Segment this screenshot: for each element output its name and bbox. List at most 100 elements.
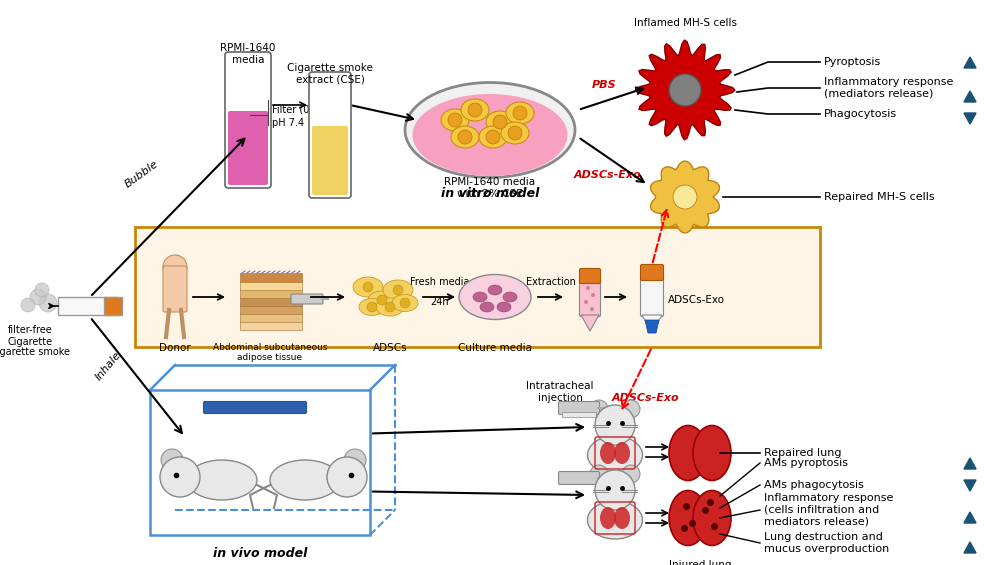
Circle shape bbox=[673, 185, 697, 209]
Polygon shape bbox=[964, 542, 976, 553]
Ellipse shape bbox=[392, 294, 418, 311]
Text: in vivo model: in vivo model bbox=[213, 547, 307, 560]
FancyBboxPatch shape bbox=[240, 273, 302, 282]
Circle shape bbox=[39, 294, 57, 312]
Text: Repaired MH-S cells: Repaired MH-S cells bbox=[824, 192, 935, 202]
Circle shape bbox=[591, 293, 595, 297]
Ellipse shape bbox=[441, 109, 469, 131]
Polygon shape bbox=[964, 480, 976, 491]
FancyBboxPatch shape bbox=[291, 294, 323, 304]
Circle shape bbox=[486, 130, 500, 144]
Circle shape bbox=[35, 283, 49, 297]
Text: PBS: PBS bbox=[612, 463, 636, 473]
Circle shape bbox=[448, 113, 462, 127]
Circle shape bbox=[161, 449, 183, 471]
Ellipse shape bbox=[383, 280, 413, 300]
Text: Fresh media: Fresh media bbox=[411, 277, 470, 287]
Circle shape bbox=[468, 103, 482, 117]
Text: Extraction: Extraction bbox=[526, 277, 576, 287]
FancyBboxPatch shape bbox=[163, 266, 187, 312]
FancyBboxPatch shape bbox=[150, 390, 370, 535]
Text: in vitro model: in vitro model bbox=[441, 187, 539, 200]
Circle shape bbox=[377, 295, 387, 305]
Text: Injured lung: Injured lung bbox=[668, 560, 731, 565]
Circle shape bbox=[590, 400, 608, 418]
Ellipse shape bbox=[614, 507, 630, 529]
Circle shape bbox=[393, 285, 403, 295]
Ellipse shape bbox=[497, 302, 511, 312]
Circle shape bbox=[160, 457, 200, 497]
Polygon shape bbox=[964, 458, 976, 469]
Text: 24h: 24h bbox=[431, 297, 450, 307]
Ellipse shape bbox=[587, 501, 642, 539]
Ellipse shape bbox=[353, 277, 383, 297]
FancyBboxPatch shape bbox=[104, 297, 122, 315]
Ellipse shape bbox=[461, 99, 489, 121]
Text: Inhale: Inhale bbox=[93, 349, 123, 382]
FancyBboxPatch shape bbox=[58, 297, 118, 315]
Ellipse shape bbox=[270, 460, 340, 500]
FancyBboxPatch shape bbox=[240, 305, 302, 314]
FancyBboxPatch shape bbox=[312, 126, 348, 195]
Circle shape bbox=[30, 289, 46, 305]
Text: ADSCs-Exo: ADSCs-Exo bbox=[668, 295, 725, 305]
Circle shape bbox=[595, 470, 635, 510]
Circle shape bbox=[590, 307, 594, 311]
Text: ADSCs-Exo: ADSCs-Exo bbox=[574, 170, 641, 180]
Ellipse shape bbox=[669, 490, 707, 545]
Ellipse shape bbox=[368, 291, 396, 309]
Ellipse shape bbox=[413, 94, 567, 176]
Ellipse shape bbox=[486, 111, 514, 133]
Ellipse shape bbox=[693, 425, 731, 480]
Ellipse shape bbox=[600, 507, 616, 529]
Text: Inflammatory response
(cells infiltration and
mediators release): Inflammatory response (cells infiltratio… bbox=[764, 493, 893, 527]
Text: Repaired lung: Repaired lung bbox=[764, 448, 841, 458]
Polygon shape bbox=[964, 512, 976, 523]
FancyBboxPatch shape bbox=[240, 281, 302, 290]
Circle shape bbox=[586, 286, 590, 290]
Text: Lung destruction and
mucus overproduction: Lung destruction and mucus overproductio… bbox=[764, 532, 889, 554]
Text: Donor: Donor bbox=[159, 343, 191, 353]
FancyBboxPatch shape bbox=[204, 402, 307, 414]
Text: filter-free
Cigarette: filter-free Cigarette bbox=[7, 325, 53, 346]
Ellipse shape bbox=[359, 298, 385, 315]
Ellipse shape bbox=[451, 126, 479, 148]
Circle shape bbox=[327, 457, 367, 497]
Circle shape bbox=[458, 130, 472, 144]
Circle shape bbox=[590, 465, 608, 483]
Ellipse shape bbox=[480, 302, 494, 312]
FancyBboxPatch shape bbox=[640, 264, 663, 280]
FancyBboxPatch shape bbox=[562, 412, 596, 417]
Text: Cigarette smoke
extract (CSE): Cigarette smoke extract (CSE) bbox=[287, 63, 373, 85]
FancyBboxPatch shape bbox=[240, 297, 302, 306]
Circle shape bbox=[400, 298, 410, 308]
Text: RPMI-1640
media: RPMI-1640 media bbox=[221, 43, 276, 64]
Text: ADSCs: ADSCs bbox=[373, 343, 408, 353]
Text: AMs pyroptosis: AMs pyroptosis bbox=[764, 458, 848, 468]
FancyBboxPatch shape bbox=[579, 268, 600, 284]
Ellipse shape bbox=[459, 275, 531, 319]
Circle shape bbox=[508, 126, 522, 140]
Ellipse shape bbox=[587, 436, 642, 474]
Text: Intratracheal
injection: Intratracheal injection bbox=[526, 381, 593, 403]
Circle shape bbox=[385, 302, 395, 312]
Text: PBS: PBS bbox=[591, 80, 616, 90]
Polygon shape bbox=[964, 57, 976, 68]
Text: ADSCs-Exo: ADSCs-Exo bbox=[612, 393, 679, 403]
Ellipse shape bbox=[614, 442, 630, 464]
Circle shape bbox=[669, 74, 701, 106]
Circle shape bbox=[363, 282, 373, 292]
Ellipse shape bbox=[376, 298, 404, 316]
Text: Culture media: Culture media bbox=[458, 343, 532, 353]
FancyBboxPatch shape bbox=[579, 280, 600, 316]
Text: Cigarette smoke: Cigarette smoke bbox=[0, 347, 70, 357]
Circle shape bbox=[584, 300, 588, 304]
FancyBboxPatch shape bbox=[558, 472, 599, 485]
Text: Abdominal subcutaneous
adipose tissue: Abdominal subcutaneous adipose tissue bbox=[213, 343, 328, 362]
Circle shape bbox=[513, 106, 527, 120]
Text: pH 7.4: pH 7.4 bbox=[272, 118, 304, 128]
FancyBboxPatch shape bbox=[240, 313, 302, 322]
Circle shape bbox=[622, 400, 640, 418]
Text: Filter (0.22um): Filter (0.22um) bbox=[272, 105, 345, 115]
FancyBboxPatch shape bbox=[558, 402, 599, 415]
